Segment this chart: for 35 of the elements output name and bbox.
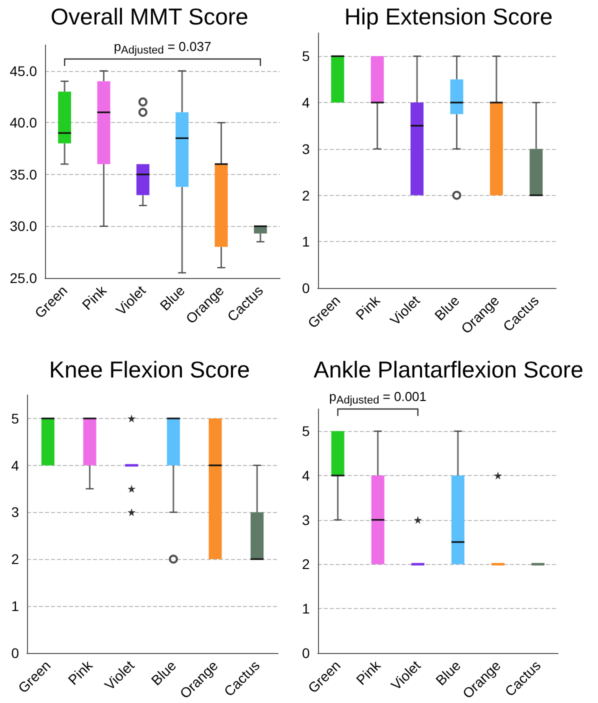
y-tick-label: 3	[11, 504, 20, 520]
chart-title: Hip Extension Score	[344, 4, 553, 30]
y-tick-label: 25.0	[10, 270, 38, 286]
y-tick-label: 45.0	[10, 62, 38, 79]
x-tick-label: Blue	[156, 282, 188, 314]
y-tick-label: 3	[302, 140, 310, 157]
y-tick-label: 3	[302, 512, 310, 528]
x-tick-label: Blue	[431, 292, 463, 324]
x-tick-label: Pink	[78, 282, 110, 313]
x-tick-label: Blue	[148, 657, 180, 688]
x-tick-label: Pink	[352, 292, 384, 323]
y-tick-label: 5	[11, 410, 20, 426]
chart-title: Ankle Plantarflexion Score	[314, 356, 584, 382]
x-tick-label: Pink	[352, 656, 384, 688]
chart-title: Knee Flexion Score	[49, 356, 250, 382]
y-tick-label: 2	[302, 556, 310, 572]
y-tick-label: 2	[302, 187, 310, 204]
y-tick-label: 1	[302, 600, 310, 617]
y-tick-label: 1	[302, 234, 310, 250]
y-tick-label: 0	[11, 644, 20, 661]
y-tick-label: 40.0	[10, 114, 38, 131]
x-tick-label: Pink	[64, 656, 96, 688]
chart-title: Overall MMT Score	[50, 4, 248, 30]
y-tick-label: 30.0	[10, 218, 38, 234]
x-tick-label: Blue	[432, 657, 464, 688]
y-tick-label: 4	[302, 468, 310, 484]
y-tick-label: 35.0	[10, 166, 38, 182]
y-tick-label: 1	[11, 598, 20, 614]
y-tick-label: 0	[302, 280, 310, 296]
y-tick-label: 4	[11, 457, 20, 474]
y-tick-label: 5	[302, 423, 310, 440]
y-tick-label: 0	[302, 644, 310, 661]
y-tick-label: 5	[302, 48, 310, 64]
y-tick-label: 4	[302, 94, 310, 111]
y-tick-label: 2	[11, 551, 20, 568]
